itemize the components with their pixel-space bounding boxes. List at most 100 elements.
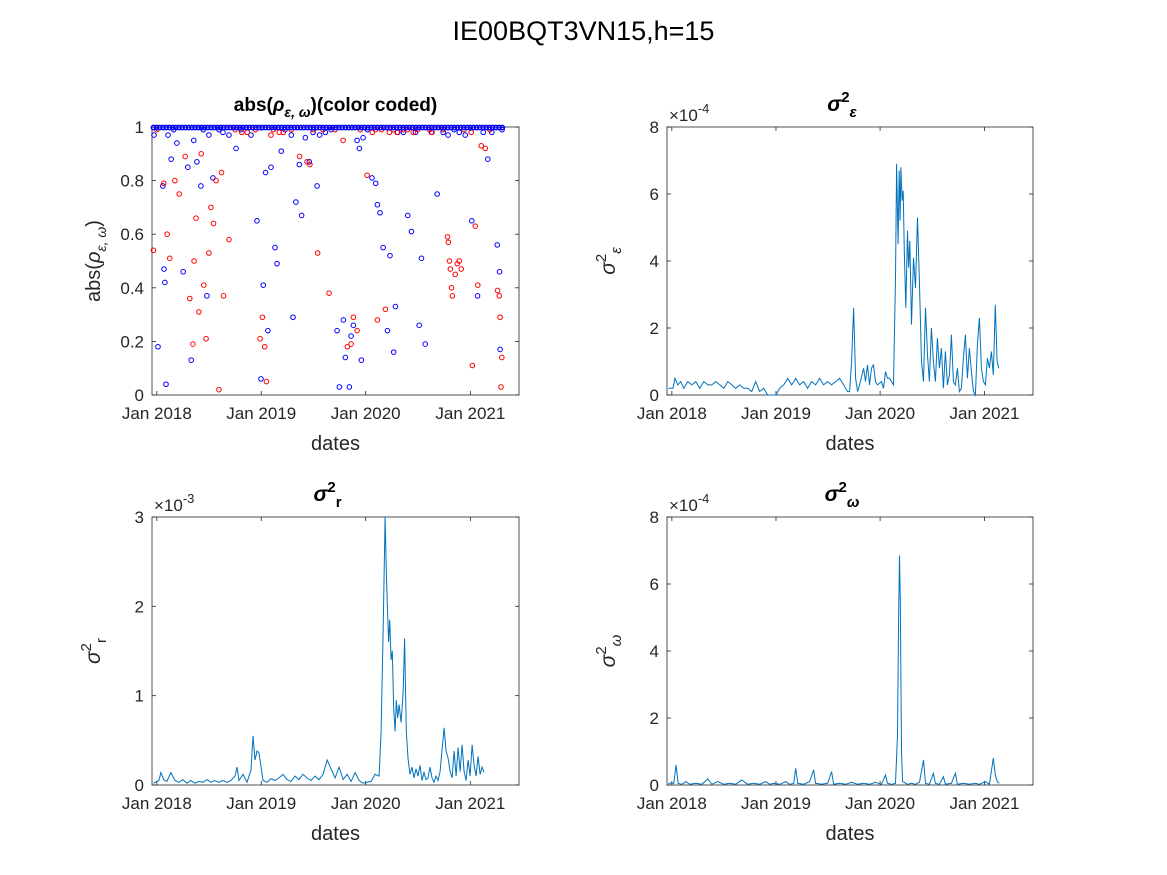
band-marker <box>425 124 432 131</box>
band-marker <box>179 124 186 131</box>
band-marker <box>262 124 269 131</box>
scatter-point <box>274 260 280 267</box>
y-tick-label: 6 <box>650 575 659 594</box>
x-tick-label: Jan 2018 <box>122 404 192 423</box>
title-part: ) <box>83 220 105 227</box>
scatter-point <box>190 341 196 347</box>
scatter-point <box>334 327 340 334</box>
scatter-point <box>434 191 440 197</box>
title-part: 2 <box>327 479 335 496</box>
band-marker <box>307 124 314 131</box>
band-marker <box>435 124 442 131</box>
band-marker <box>492 124 499 131</box>
y-axis-label: σ2r <box>78 638 110 664</box>
x-tick-label: Jan 2019 <box>226 794 296 813</box>
title-part: σ <box>597 653 620 667</box>
scatter-point <box>469 218 475 224</box>
title-part: r <box>93 638 110 643</box>
band-marker <box>438 124 445 131</box>
y-tick-label: 0.6 <box>120 225 144 244</box>
scatter-point <box>496 293 503 299</box>
scatter-point <box>387 252 393 259</box>
band-marker <box>204 124 211 131</box>
title-part: r <box>336 494 342 511</box>
scatter-point <box>316 132 323 138</box>
scatter-point <box>226 236 232 243</box>
band-marker <box>252 124 259 131</box>
scatter-point <box>472 223 479 229</box>
scatter-point <box>216 386 222 393</box>
scatter-point <box>382 306 389 313</box>
scatter-point <box>447 266 454 272</box>
scatter-point <box>390 349 397 355</box>
scatter-point <box>348 333 354 339</box>
title-part: ω <box>608 634 625 646</box>
x-tick-label: Jan 2020 <box>845 404 915 423</box>
scatter-point <box>314 250 321 256</box>
scatter-point <box>190 137 197 144</box>
y-tick-label: 8 <box>650 508 659 527</box>
scatter-point <box>262 169 269 176</box>
scatter-point <box>210 175 216 181</box>
scatter-point <box>344 343 351 350</box>
scatter-point <box>263 378 270 385</box>
scatter-point <box>265 327 271 334</box>
y-tick-label: 0 <box>135 776 144 795</box>
band-marker <box>310 124 317 131</box>
band-marker <box>236 124 243 131</box>
scatter-point <box>164 231 170 237</box>
scatter-point <box>268 132 274 138</box>
series-line <box>668 555 1000 786</box>
band-marker <box>412 124 419 131</box>
band-marker <box>384 124 390 131</box>
band-marker <box>275 124 282 131</box>
title-part: )(color coded) <box>311 95 438 116</box>
band-marker <box>156 124 163 131</box>
y-tick-label: 8 <box>650 118 659 137</box>
scatter-point <box>354 327 360 334</box>
y-axis-label-group: abs(ρε, ω) <box>83 220 109 302</box>
band-marker <box>355 124 362 131</box>
band-marker <box>201 124 208 131</box>
scatter-point <box>160 183 166 189</box>
band-marker <box>470 124 477 131</box>
x-tick-label: Jan 2020 <box>331 794 401 813</box>
scatter-point <box>290 314 296 321</box>
scatter-point <box>498 384 504 390</box>
scatter-point <box>163 381 169 388</box>
scatter-point <box>200 282 207 288</box>
band-marker <box>166 124 173 131</box>
band-marker <box>432 124 438 131</box>
band-marker <box>326 124 333 131</box>
title-part: ω <box>847 494 860 511</box>
scatter-point <box>494 287 501 294</box>
band-marker <box>192 124 198 131</box>
scatter-point <box>444 234 451 240</box>
scatter-point <box>485 156 491 162</box>
y-axis-label: σ2ω <box>593 634 625 667</box>
band-marker <box>496 124 502 131</box>
title-part: 2 <box>78 643 95 651</box>
band-marker <box>214 124 221 131</box>
scatter-point <box>497 314 503 321</box>
title-part: ρ <box>83 252 105 264</box>
band-marker <box>256 124 262 131</box>
scatter-point <box>180 268 186 275</box>
band-marker <box>185 124 192 131</box>
scatter-point <box>160 180 167 187</box>
scatter-point <box>166 255 173 262</box>
y-axis-label: abs(ρε, ω) <box>83 220 109 302</box>
scatter-point <box>350 322 357 329</box>
band-marker <box>249 124 256 131</box>
y-tick-label: 0 <box>650 386 659 405</box>
band-marker <box>342 124 349 131</box>
title-part: ×10 <box>669 106 698 125</box>
title-part: abs( <box>234 95 274 116</box>
band-marker <box>396 124 403 131</box>
band-marker <box>294 124 301 131</box>
band-marker <box>259 124 266 131</box>
title-part: 2 <box>839 479 847 496</box>
scatter-point <box>168 156 174 162</box>
scatter-point <box>198 183 204 189</box>
band-marker <box>182 124 189 131</box>
